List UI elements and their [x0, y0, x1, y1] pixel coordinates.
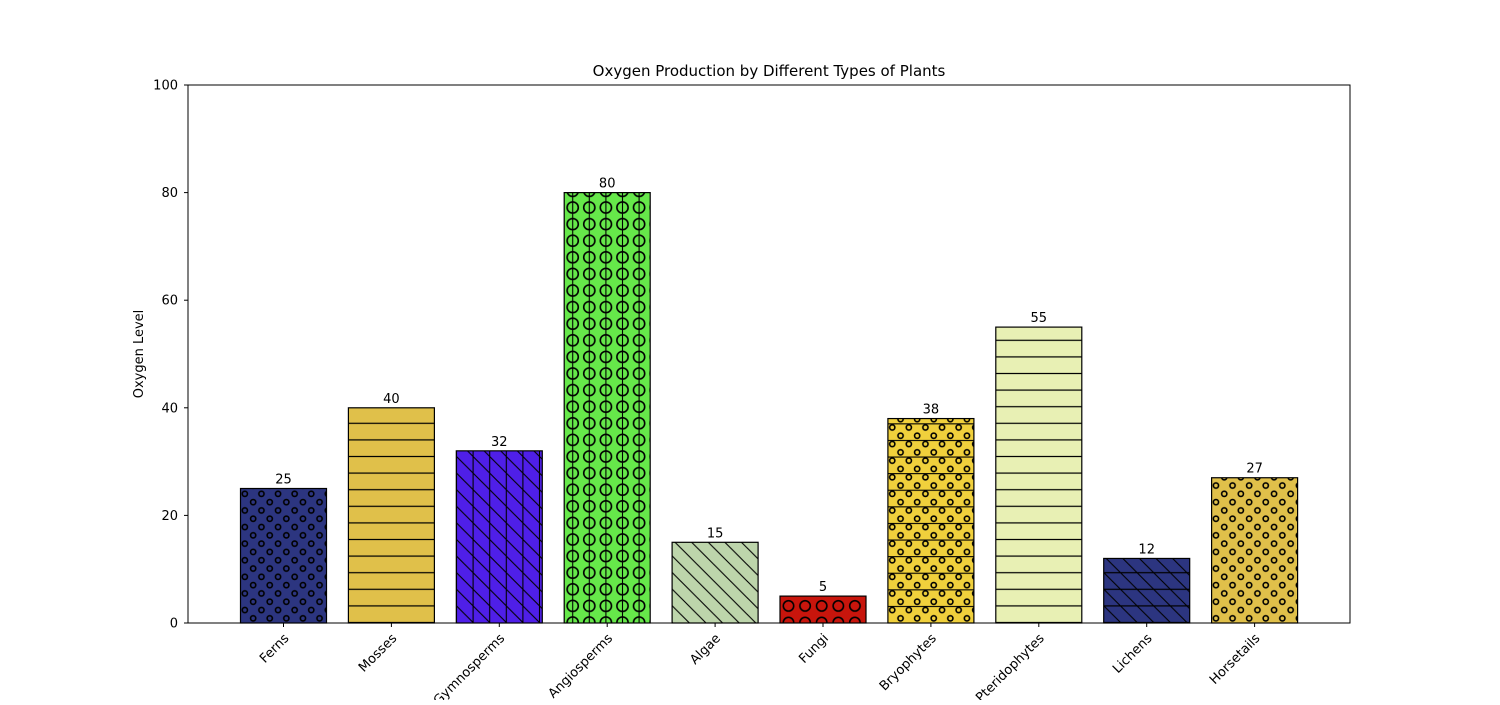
- data-label: 5: [819, 580, 827, 595]
- x-tick-label: Mosses: [356, 631, 400, 675]
- bar-ferns: [239, 487, 328, 624]
- x-tick-label: Ferns: [257, 631, 292, 666]
- y-tick-label: 60: [161, 294, 178, 309]
- bar-fungi: [779, 595, 867, 624]
- bar-angiosperms: [563, 192, 651, 624]
- y-tick-label: 80: [161, 186, 178, 201]
- x-tick-label: Fungi: [796, 631, 831, 666]
- x-tick-label: Horsetails: [1207, 631, 1264, 688]
- y-tick-label: 20: [161, 509, 178, 524]
- bar-pteridophytes: [995, 326, 1083, 624]
- y-tick-label: 0: [170, 617, 178, 632]
- y-tick-label: 40: [161, 401, 178, 416]
- y-axis: 0 20 40 60 80 100: [153, 79, 188, 632]
- bar-mosses: [347, 407, 435, 624]
- bar-bryophytes: [887, 417, 975, 624]
- data-label: 55: [1031, 311, 1048, 326]
- x-tick-label: Pteridophytes: [973, 631, 1048, 700]
- bar-horsetails: [1210, 477, 1299, 624]
- x-tick-label: Bryophytes: [877, 631, 940, 694]
- x-tick-label: Algae: [687, 631, 724, 668]
- x-tick-label: Angiosperms: [546, 631, 617, 700]
- data-label: 25: [275, 473, 292, 488]
- data-label: 38: [923, 403, 940, 418]
- data-label: 27: [1246, 462, 1263, 477]
- data-label: 15: [707, 526, 724, 541]
- data-label: 40: [383, 392, 400, 407]
- plot-frame: [187, 84, 1351, 624]
- y-tick-label: 100: [153, 79, 178, 94]
- bar-gymnosperms: [455, 450, 543, 624]
- data-label: 80: [599, 177, 616, 192]
- bar-lichens: [1103, 557, 1191, 624]
- x-tick-label: Gymnosperms: [431, 631, 508, 700]
- bar-algae: [671, 541, 759, 624]
- x-tick-label: Lichens: [1110, 631, 1156, 677]
- bars-group: 25 40 32 80 15 5 38 55 12 27: [239, 177, 1299, 624]
- x-axis: Ferns Mosses Gymnosperms Angiosperms Algae Fu…: [257, 623, 1264, 705]
- data-label: 12: [1138, 542, 1155, 557]
- chart-title: Oxygen Production by Different Types of …: [593, 62, 946, 80]
- data-label: 32: [491, 435, 508, 450]
- y-axis-label: Oxygen Level: [132, 310, 147, 399]
